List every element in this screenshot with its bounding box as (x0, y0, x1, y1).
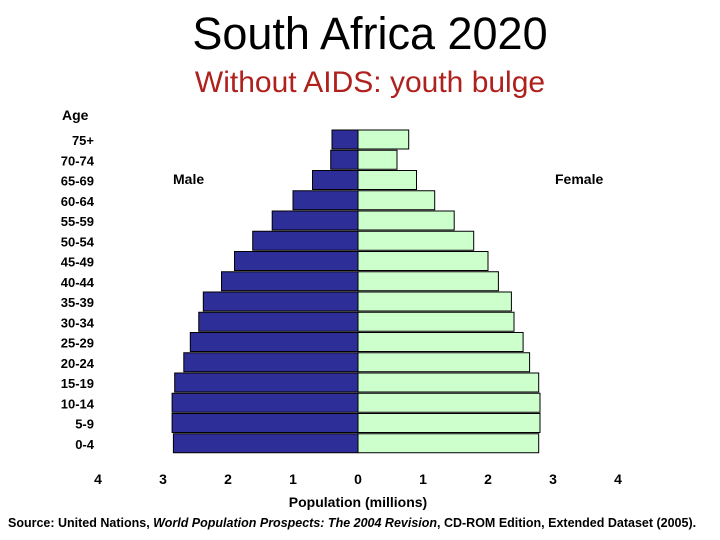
x-tick-label: 3 (549, 471, 557, 487)
source-suffix: , CD-ROM Edition, Extended Dataset (2005… (437, 516, 697, 530)
male-bar-65-69 (312, 170, 359, 190)
male-bar-50-54 (252, 230, 359, 251)
female-bar-45-49 (357, 251, 489, 271)
age-label: 60-64 (61, 194, 95, 209)
male-bar-75+ (331, 129, 359, 150)
x-tick-label: 0 (354, 471, 362, 487)
male-bar-40-44 (221, 271, 359, 292)
x-tick-label: 3 (159, 471, 167, 487)
female-bar-30-34 (357, 311, 515, 332)
female-bar-60-64 (357, 190, 436, 211)
x-tick-label: 1 (419, 471, 427, 487)
female-bar-5-9 (357, 413, 541, 433)
male-bar-5-9 (171, 413, 359, 433)
male-bar-25-29 (189, 332, 359, 352)
male-bar-60-64 (292, 190, 359, 211)
age-label: 75+ (72, 133, 94, 148)
female-bar-25-29 (357, 332, 524, 352)
female-bar-55-59 (357, 210, 455, 231)
source-note: Source: United Nations, World Population… (8, 516, 718, 530)
age-label: 0-4 (75, 437, 95, 452)
male-bar-45-49 (234, 251, 359, 271)
female-bar-75+ (357, 129, 410, 150)
page-subtitle: Without AIDS: youth bulge (194, 66, 546, 99)
bar-group (171, 129, 541, 454)
age-tick-labels: 75+ 70-74 65-69 60-64 55-59 50-54 45-49 40-44 35… (61, 133, 95, 452)
male-bar-70-74 (330, 149, 359, 170)
age-label: 25-29 (61, 336, 94, 351)
age-label: 15-19 (61, 376, 94, 391)
page-title: South Africa 2020 (192, 8, 548, 59)
age-label: 50-54 (61, 234, 95, 249)
female-bar-20-24 (357, 352, 531, 373)
x-tick-label: 2 (484, 471, 492, 487)
x-tick-labels: 4 3 2 1 0 1 2 3 4 (94, 471, 622, 487)
y-axis-label: Age (62, 107, 89, 123)
age-label: 30-34 (61, 315, 95, 330)
x-tick-label: 1 (289, 471, 297, 487)
x-tick-label: 4 (614, 471, 622, 487)
male-bar-20-24 (183, 352, 359, 373)
x-tick-label: 2 (224, 471, 232, 487)
female-bar-10-14 (357, 392, 541, 413)
legend-male: Male (173, 171, 204, 187)
female-bar-15-19 (357, 372, 540, 393)
male-bar-10-14 (171, 392, 359, 413)
female-bar-40-44 (357, 271, 499, 292)
source-title: World Population Prospects: The 2004 Rev… (153, 516, 438, 530)
male-bar-15-19 (174, 372, 359, 393)
age-label: 5-9 (75, 417, 94, 432)
male-bar-0-4 (172, 433, 359, 454)
legend-female: Female (555, 171, 603, 187)
age-label: 55-59 (61, 214, 94, 229)
male-bar-30-34 (198, 311, 359, 332)
age-label: 65-69 (61, 174, 94, 189)
x-tick-label: 4 (94, 471, 102, 487)
age-label: 10-14 (61, 396, 95, 411)
source-prefix: Source: United Nations, (8, 516, 154, 530)
male-bar-55-59 (271, 210, 359, 231)
female-bar-50-54 (357, 230, 475, 251)
female-bar-70-74 (357, 149, 398, 170)
age-label: 40-44 (61, 275, 95, 290)
age-label: 70-74 (61, 153, 95, 168)
age-label: 35-39 (61, 295, 94, 310)
age-label: 20-24 (61, 356, 95, 371)
male-bar-35-39 (202, 291, 359, 312)
age-label: 45-49 (61, 255, 94, 270)
female-bar-0-4 (357, 433, 540, 454)
female-bar-35-39 (357, 291, 512, 312)
female-bar-65-69 (357, 170, 417, 190)
x-axis-label: Population (millions) (289, 494, 427, 510)
